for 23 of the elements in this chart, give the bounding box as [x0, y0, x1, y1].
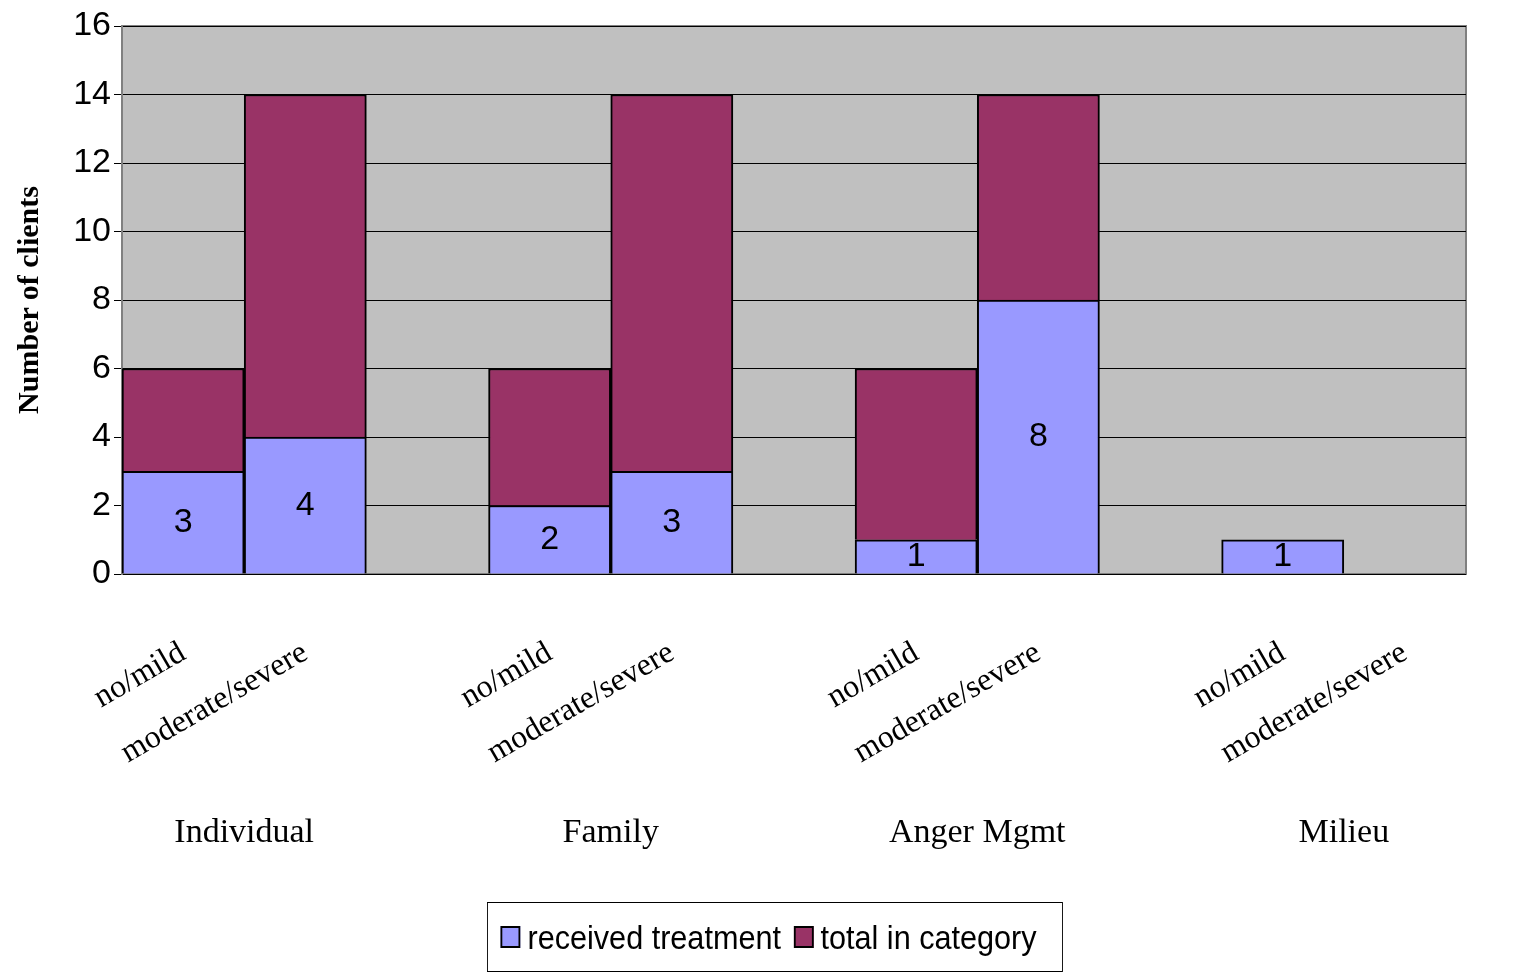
legend-label: total in category	[820, 917, 1037, 957]
text: Milieu	[1298, 811, 1390, 849]
text: Family	[562, 811, 659, 849]
y-tick-label: 12	[73, 141, 111, 180]
y-tick-label: 2	[92, 483, 111, 522]
text: Anger Mgmt	[888, 811, 1067, 849]
y-tick-label: 16	[73, 4, 111, 43]
text: Individual	[174, 811, 315, 849]
y-tick-label: 6	[92, 346, 111, 385]
data-label: 4	[295, 483, 315, 522]
data-label: 1	[1273, 535, 1293, 573]
y-tick-label: 0	[92, 552, 111, 591]
data-label: 3	[662, 500, 682, 539]
data-label: 3	[173, 500, 193, 539]
y-tick-label: 14	[73, 72, 111, 111]
y-tick-label: 8	[92, 278, 111, 317]
data-label: 1	[906, 535, 926, 573]
data-label: 8	[1028, 415, 1048, 454]
y-axis-title: Number of clients	[10, 186, 44, 414]
y-tick-label: 10	[73, 209, 111, 248]
legend-label: received treatment	[527, 917, 781, 957]
y-tick-label: 4	[92, 415, 111, 454]
data-label: 2	[540, 517, 560, 556]
